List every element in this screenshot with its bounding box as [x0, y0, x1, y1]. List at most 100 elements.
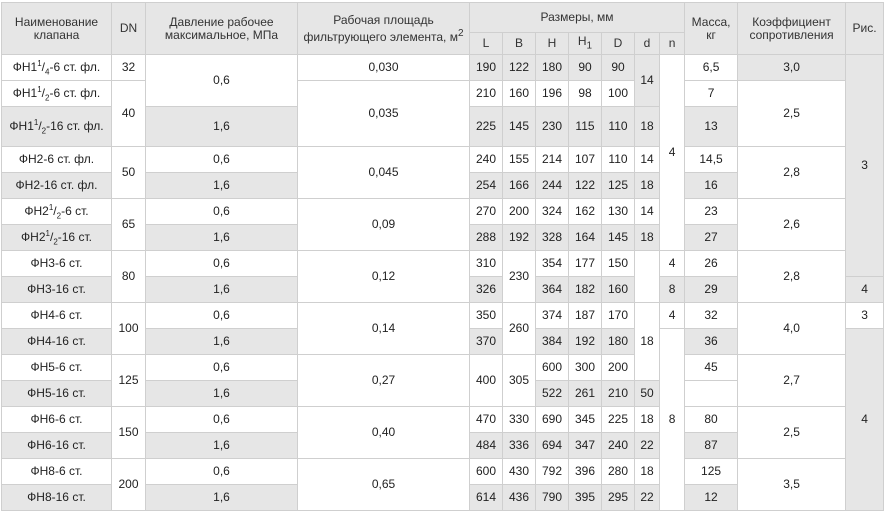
table-cell-pressure: 0,6: [145, 146, 298, 173]
table-cell-H: 384: [535, 328, 569, 355]
table-cell-D: 125: [601, 172, 635, 199]
table-cell-H1: 122: [568, 172, 602, 199]
table-cell-coef: 2,6: [737, 198, 847, 251]
table-cell-name: ФН5-6 ст.: [1, 354, 112, 381]
table-cell-B: 160: [502, 80, 536, 107]
table-cell-pressure: 1,6: [145, 380, 298, 407]
table-cell-fig: 4: [845, 276, 885, 303]
table-cell-L: 350: [469, 302, 503, 329]
table-cell-H1: 187: [568, 302, 602, 329]
table-cell-L: 400: [469, 354, 503, 407]
table-cell-name: ФН3-16 ст.: [1, 276, 112, 303]
table-cell-mass: 6,5: [684, 54, 739, 81]
table-cell-dn: 200: [111, 458, 146, 511]
table-cell-pressure: 0,6: [145, 198, 298, 225]
table-cell-H1: 396: [568, 458, 602, 485]
table-cell-d-empty: [634, 250, 660, 303]
table-cell-H: 196: [535, 80, 569, 107]
table-cell-pressure: 0,6: [145, 458, 298, 485]
table-cell-name: ФН3-6 ст.: [1, 250, 112, 277]
table-cell-L: 600: [469, 458, 503, 485]
table-cell-name: ФН8-16 ст.: [1, 484, 112, 511]
table-cell-name: ФН2-16 ст. фл.: [1, 172, 112, 199]
header-fig: Рис.: [845, 2, 885, 55]
table-cell-H: 230: [535, 106, 569, 147]
table-cell-H1: 192: [568, 328, 602, 355]
table-cell-mass: 27: [684, 224, 739, 251]
table-cell-D: 110: [601, 106, 635, 147]
table-cell-pressure: 1,6: [145, 106, 298, 147]
table-cell-name: ФН4-16 ст.: [1, 328, 112, 355]
table-cell-H: 328: [535, 224, 569, 251]
table-cell-D: 100: [601, 80, 635, 107]
table-cell-pressure: 1,6: [145, 328, 298, 355]
table-cell-d: 22: [634, 484, 660, 511]
header-D: D: [601, 32, 635, 55]
table-cell-area: 0,14: [297, 302, 470, 355]
header-mass: Масса, кг: [684, 2, 739, 55]
table-cell-B: 436: [502, 484, 536, 511]
table-cell-mass: 23: [684, 198, 739, 225]
table-cell-d: 18: [634, 224, 660, 251]
table-cell-D: 145: [601, 224, 635, 251]
table-cell-area: 0,09: [297, 198, 470, 251]
table-cell-H: 324: [535, 198, 569, 225]
table-cell-mass: 13: [684, 106, 739, 147]
table-cell-coef: 3,0: [737, 54, 847, 81]
table-cell-coef: 2,8: [737, 146, 847, 199]
table-cell-pressure: 0,6: [145, 54, 298, 107]
table-cell-B: 330: [502, 406, 536, 433]
table-cell-mass: 16: [684, 172, 739, 199]
table-cell-n: 4: [658, 54, 686, 251]
table-cell-name: ФН8-6 ст.: [1, 458, 112, 485]
table-cell-dn: 32: [111, 54, 146, 81]
table-cell-L: 210: [469, 80, 503, 107]
table-cell-name: ФН11/4-6 ст. фл.: [1, 54, 112, 81]
table-cell-H: 600: [535, 354, 569, 381]
table-cell-B: 305: [502, 354, 536, 407]
table-cell-pressure: 1,6: [145, 172, 298, 199]
table-cell-dn: 125: [111, 354, 146, 407]
table-cell-d: 18: [634, 458, 660, 485]
table-cell-coef: 2,7: [737, 354, 847, 407]
header-n: n: [658, 32, 686, 55]
table-cell-pressure: 1,6: [145, 276, 298, 303]
table-cell-n: 8: [658, 328, 686, 511]
table-cell-B: 145: [502, 106, 536, 147]
table-cell-mass: 50: [634, 380, 660, 407]
table-cell-B: 166: [502, 172, 536, 199]
table-cell-H1: 162: [568, 198, 602, 225]
table-cell-mass: 29: [684, 276, 739, 303]
table-cell-dn: 40: [111, 80, 146, 147]
table-cell-d: 14: [634, 54, 660, 107]
table-cell-mass: 80: [684, 406, 739, 433]
table-cell-dn: 100: [111, 302, 146, 355]
table-cell-n: 4: [658, 250, 686, 277]
header-H1-text: H: [577, 33, 587, 48]
table-cell-H: 792: [535, 458, 569, 485]
table-cell-B: 230: [502, 250, 536, 303]
valve-table: Наименование клапана DN Давление рабочее…: [1, 2, 885, 511]
table-cell-mass: 125: [684, 458, 739, 485]
table-cell-dn: 80: [111, 250, 146, 303]
table-cell-d: 14: [634, 198, 660, 225]
table-cell-name: ФН4-6 ст.: [1, 302, 112, 329]
table-cell-D: 160: [601, 276, 635, 303]
table-cell-d: 18: [634, 302, 660, 381]
table-cell-coef: 3,5: [737, 458, 847, 511]
table-cell-coef: 2,5: [737, 80, 847, 147]
table-cell-L: 370: [469, 328, 503, 355]
table-cell-name: ФН6-16 ст.: [1, 432, 112, 459]
header-name: Наименование клапана: [1, 2, 112, 55]
table-cell-d: 18: [634, 406, 660, 433]
table-cell-B: 200: [502, 198, 536, 225]
table-cell-d: 22: [634, 432, 660, 459]
table-cell-area: 0,035: [297, 80, 470, 147]
table-cell-D: 110: [601, 146, 635, 173]
table-cell-H: 690: [535, 406, 569, 433]
table-cell-d: 18: [634, 106, 660, 147]
table-cell-H: 214: [535, 146, 569, 173]
table-cell-name: ФН21/2-16 ст.: [1, 224, 112, 251]
table-cell-H1: 164: [568, 224, 602, 251]
header-B: B: [502, 32, 536, 55]
